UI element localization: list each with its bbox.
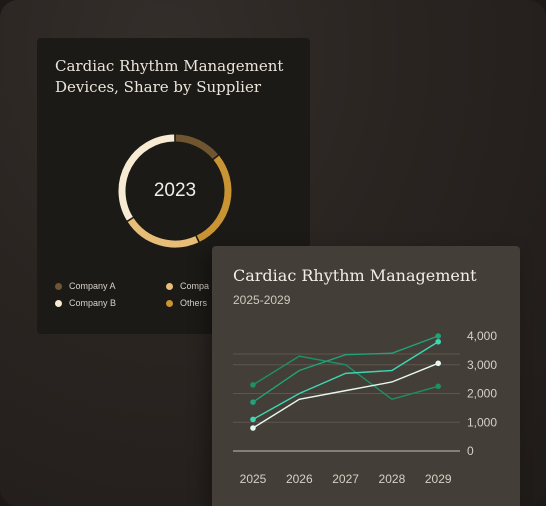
series-2-point — [250, 399, 256, 405]
y-tick-label: 3,000 — [467, 358, 497, 372]
x-tick-label: 2029 — [425, 472, 452, 486]
series-line-1 — [252, 355, 439, 401]
donut-slice-company-b — [118, 134, 175, 221]
line-chart-card: Cardiac Rhythm Management 2025-2029 4,00… — [212, 246, 520, 506]
donut-slice-others — [196, 155, 232, 242]
legend-swatch — [166, 299, 173, 307]
series-line-2 — [252, 335, 439, 403]
series-1-point — [435, 383, 441, 390]
legend-item-others: Others — [166, 298, 207, 308]
donut-chart-title: Cardiac Rhythm Management Devices, Share… — [55, 57, 284, 96]
donut-slice-company-c — [127, 218, 199, 248]
y-tick-label: 2,000 — [467, 387, 497, 401]
legend-swatch — [55, 299, 62, 307]
donut-slice-company-a — [175, 134, 218, 159]
legend-swatch — [55, 282, 62, 290]
x-tick-label: 2026 — [286, 472, 313, 486]
legend-label: Compa — [180, 281, 210, 291]
series-4-point — [435, 360, 441, 367]
legend-label: Company B — [69, 298, 117, 308]
y-tick-label: 1,000 — [467, 415, 497, 429]
y-tick-label: 0 — [467, 444, 474, 458]
legend-label: Others — [180, 298, 208, 308]
donut-svg — [118, 134, 232, 248]
legend-label: Company A — [69, 281, 116, 291]
line-chart-subtitle: 2025-2029 — [233, 293, 291, 307]
line-chart: 4,000 3,000 2,000 1,000 0 2025 2026 2027 2028 202… — [233, 329, 497, 486]
series-3-point — [435, 338, 441, 345]
series-1-point — [250, 382, 256, 388]
legend-item-company-b: Company B — [55, 298, 116, 308]
series-line-4 — [252, 362, 439, 429]
line-chart-title: Cardiac Rhythm Management — [233, 266, 477, 285]
donut-chart-card: Cardiac Rhythm Management Devices, Share… — [37, 38, 310, 334]
donut-chart: 2023 — [115, 131, 235, 251]
legend-item-company-a: Company A — [55, 281, 116, 291]
x-tick-label: 2025 — [240, 472, 267, 486]
donut-center-label: 2023 — [153, 180, 197, 201]
legend-swatch — [166, 282, 173, 290]
series-2-point — [435, 333, 441, 339]
x-tick-label: 2028 — [379, 472, 406, 486]
x-tick-label: 2027 — [332, 472, 359, 486]
legend-item-company-c: Compa — [166, 281, 209, 291]
series-line-3 — [252, 341, 439, 420]
series-4-point — [250, 425, 256, 431]
y-tick-label: 4,000 — [467, 329, 497, 343]
series-3-point — [250, 416, 256, 423]
